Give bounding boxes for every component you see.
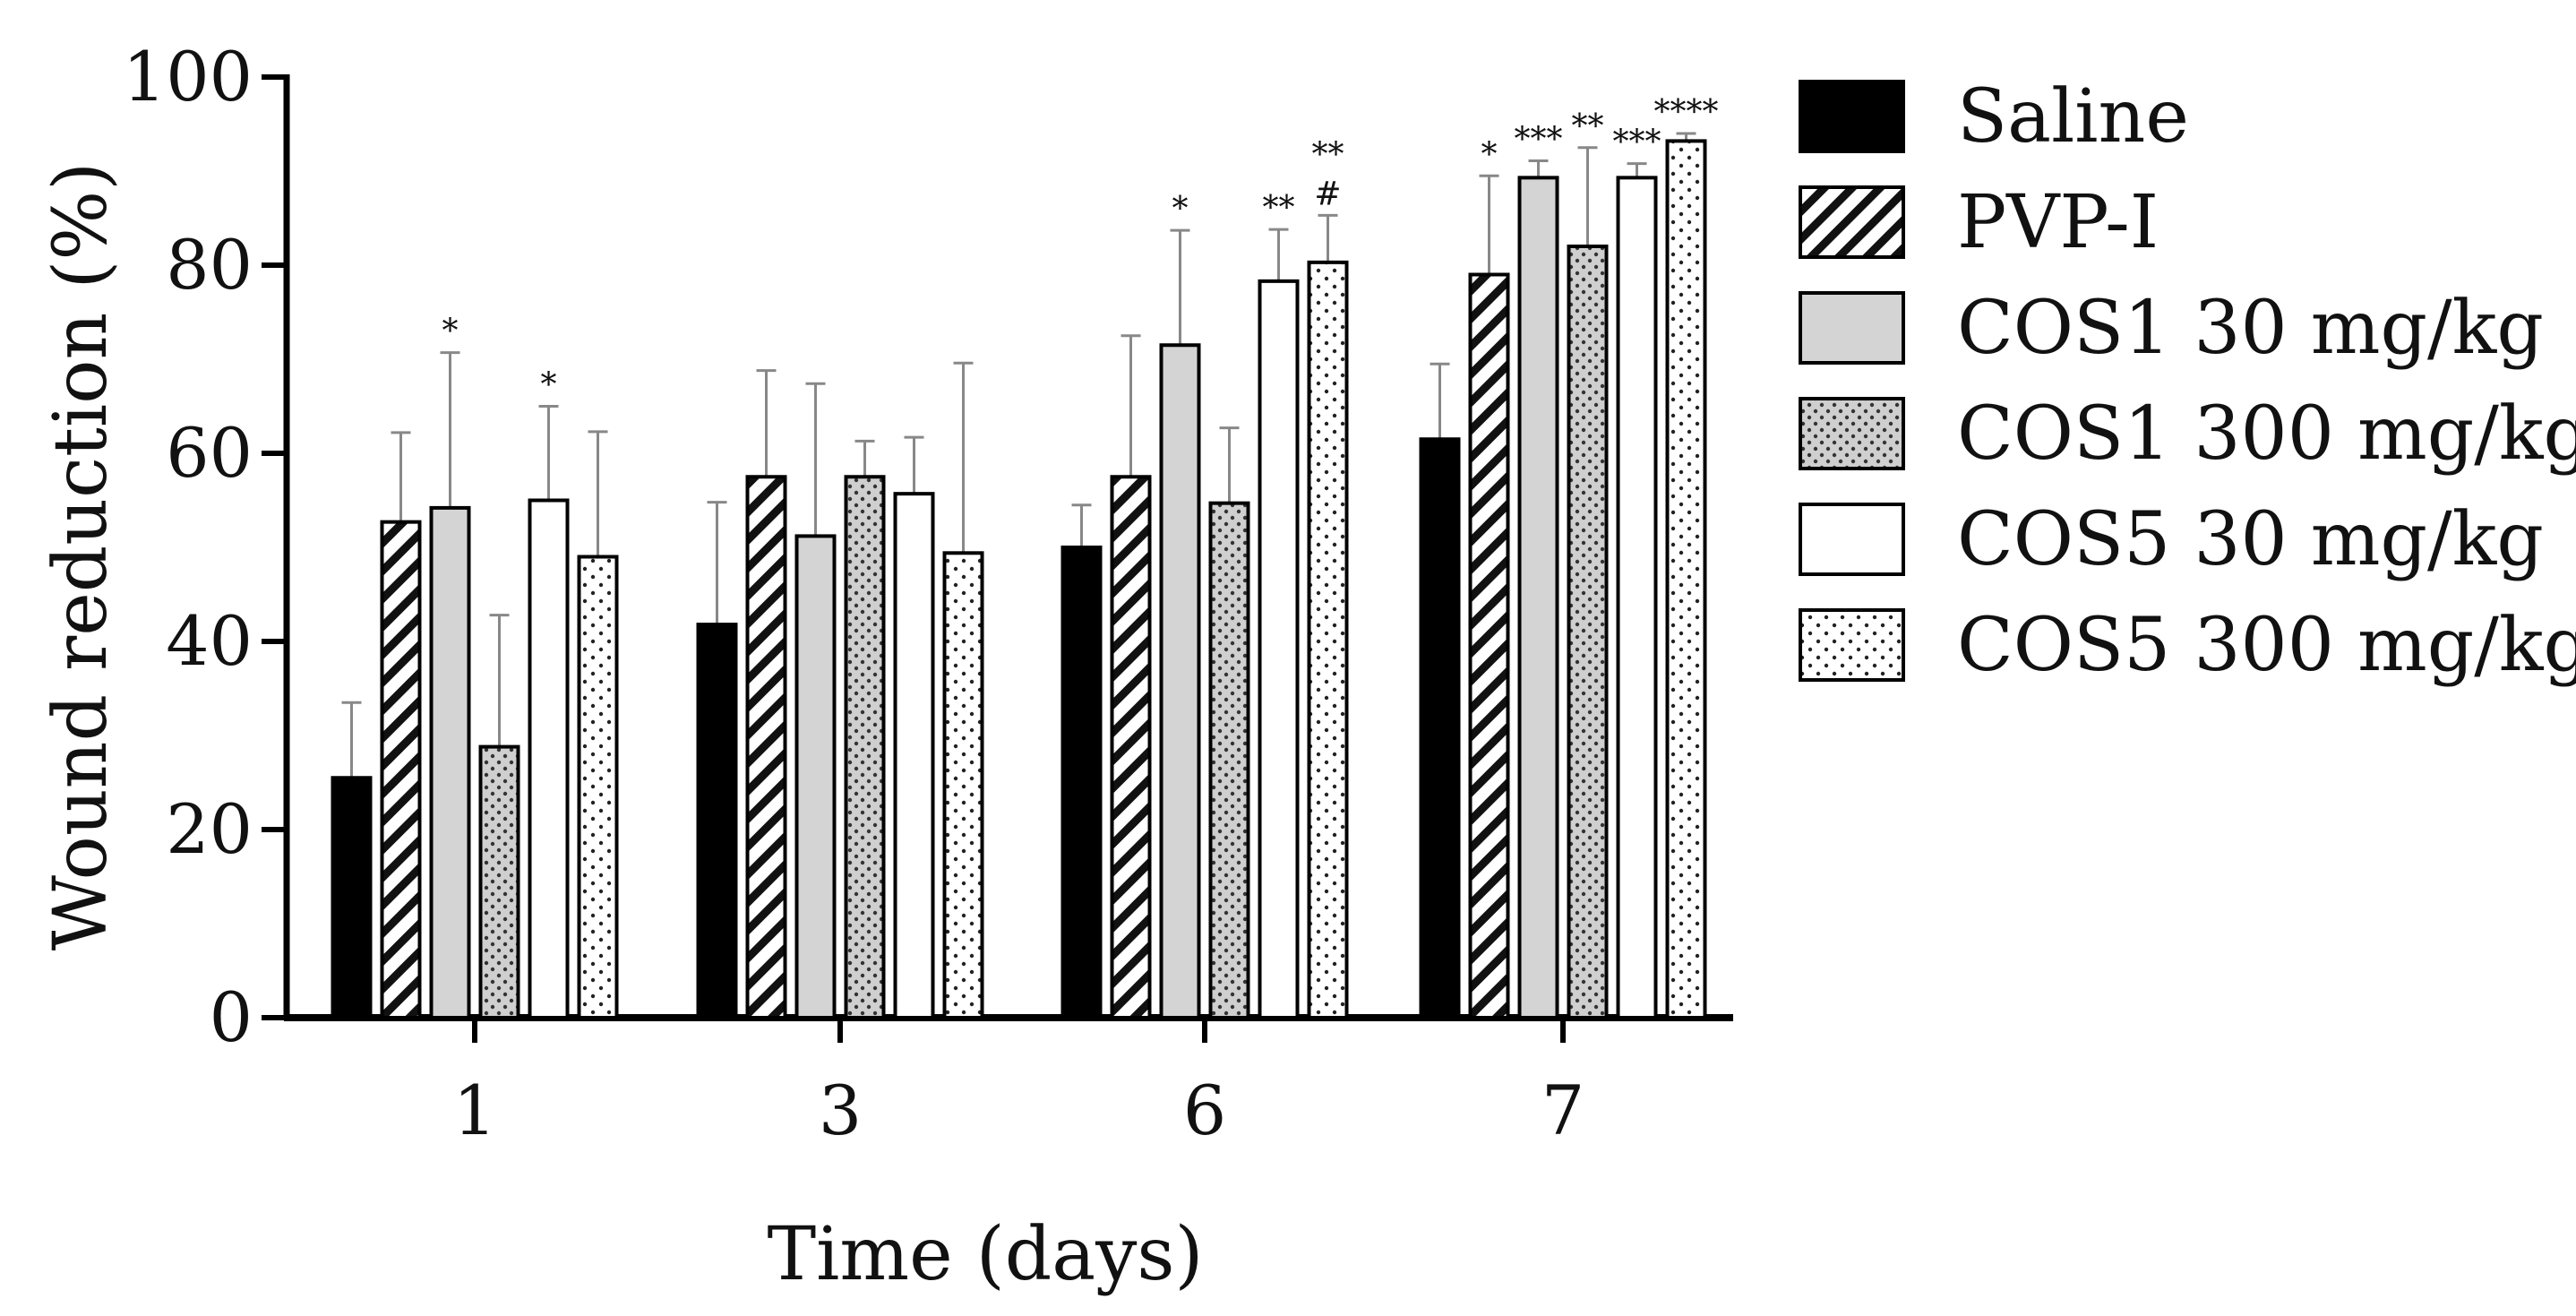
bar	[478, 744, 520, 1019]
y-axis-title: Wound reduction (%)	[39, 162, 124, 951]
significance-label: *	[1481, 136, 1498, 173]
legend-swatch	[1799, 185, 1905, 259]
bar	[1567, 245, 1609, 1019]
legend-label: COS5 300 mg/kg	[1957, 603, 2576, 688]
x-tick-label: 1	[453, 1071, 496, 1150]
legend-swatch	[1799, 80, 1905, 153]
significance-label: **	[1572, 108, 1604, 145]
legend-swatch	[1799, 291, 1905, 365]
bars-layer	[331, 132, 1707, 1020]
significance-label: ***	[1613, 125, 1662, 161]
y-tick-label: 0	[210, 977, 253, 1057]
bar	[1110, 475, 1152, 1019]
bar	[942, 551, 984, 1019]
significance-label: *	[1172, 191, 1189, 228]
y-tick-label: 100	[123, 37, 253, 116]
x-tick-label: 6	[1183, 1071, 1226, 1150]
bar	[794, 534, 837, 1019]
bar	[1665, 139, 1707, 1019]
bar	[1208, 501, 1250, 1019]
bar	[1616, 176, 1658, 1020]
legend-label: PVP-I	[1957, 180, 2159, 265]
bar	[331, 776, 373, 1019]
legend-swatch	[1799, 397, 1905, 470]
significance-label: **	[1263, 190, 1295, 227]
bar	[1258, 279, 1300, 1020]
significance-label: ****	[1654, 94, 1719, 131]
legend-swatch	[1799, 503, 1905, 576]
x-tick-label: 7	[1541, 1071, 1584, 1150]
bar	[1307, 260, 1349, 1020]
legend-label: COS5 30 mg/kg	[1957, 497, 2544, 582]
bar	[745, 475, 787, 1019]
bar	[429, 505, 471, 1019]
y-tick-label: 20	[166, 789, 253, 869]
x-axis-title: Time (days)	[767, 1212, 1203, 1297]
legend-label: COS1 30 mg/kg	[1957, 286, 2544, 371]
significance-label: ***	[1515, 121, 1563, 158]
legend-label: Saline	[1957, 74, 2189, 159]
significance-label: *	[541, 367, 557, 404]
legend-label: COS1 300 mg/kg	[1957, 391, 2576, 477]
significance-label: #	[1314, 176, 1341, 212]
bar	[1419, 437, 1461, 1019]
y-tick-label: 40	[166, 601, 253, 681]
bar	[844, 475, 886, 1019]
bar	[577, 555, 619, 1019]
bar	[696, 623, 738, 1019]
bar	[893, 492, 935, 1019]
bar	[1468, 272, 1510, 1019]
significance-label: *	[442, 314, 459, 350]
legend: Saline PVP-I COS1 30 mg/kg COS1 300 mg/kg CO…	[1799, 74, 2576, 688]
bar	[1159, 343, 1201, 1019]
legend-swatch	[1799, 608, 1905, 682]
bar	[1517, 176, 1559, 1020]
significance-label: **	[1312, 136, 1344, 173]
bar	[380, 520, 422, 1019]
bar	[528, 498, 570, 1019]
x-tick-label: 3	[819, 1071, 862, 1150]
y-tick-label: 80	[166, 225, 253, 305]
bar	[1060, 546, 1103, 1019]
y-tick-label: 60	[166, 413, 253, 493]
text-layer: 0 20 40 60 80 100 1 3 6 7 Time (days) Wound reducti…	[39, 37, 1719, 1297]
